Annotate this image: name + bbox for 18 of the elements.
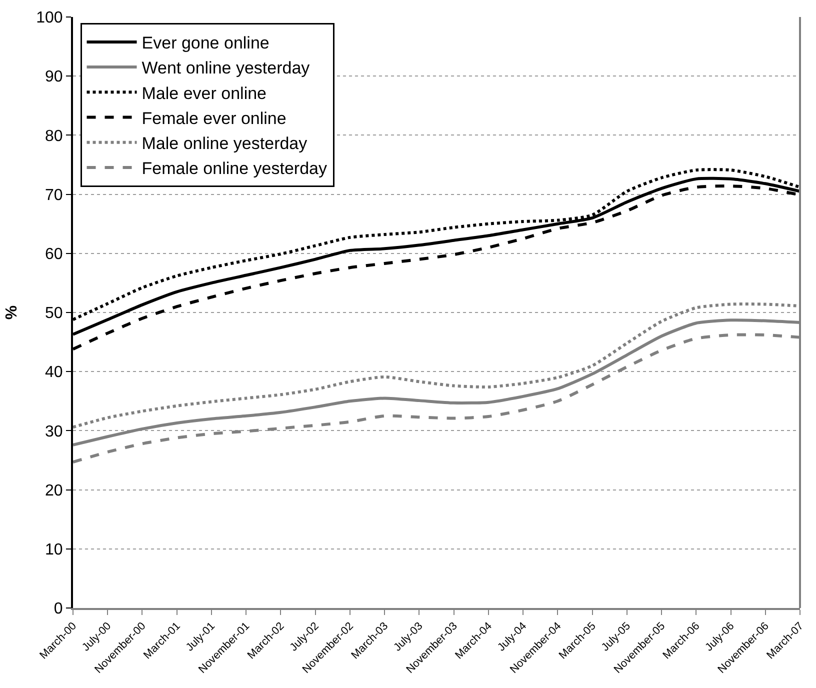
- legend-label: Ever gone online: [142, 34, 270, 53]
- y-tick-label: 90: [45, 68, 63, 86]
- legend-label: Male online yesterday: [142, 134, 308, 153]
- legend-label: Female ever online: [142, 108, 286, 128]
- legend-label: Female online yesterday: [142, 159, 328, 178]
- legend-label: Male ever online: [142, 84, 267, 103]
- y-tick-label: 80: [45, 128, 63, 145]
- y-axis-title: %: [3, 305, 20, 320]
- legend-label: Went online yesterday: [142, 58, 310, 78]
- y-tick-label: 50: [45, 305, 63, 322]
- y-tick-label: 20: [45, 482, 63, 500]
- y-tick-label: 100: [36, 10, 63, 27]
- y-tick-label: 0: [54, 600, 63, 618]
- y-tick-label: 60: [45, 246, 63, 263]
- y-tick-label: 40: [45, 364, 63, 382]
- y-tick-label: 10: [45, 542, 63, 558]
- y-tick-label: 70: [45, 186, 63, 204]
- y-tick-label: 30: [45, 423, 63, 440]
